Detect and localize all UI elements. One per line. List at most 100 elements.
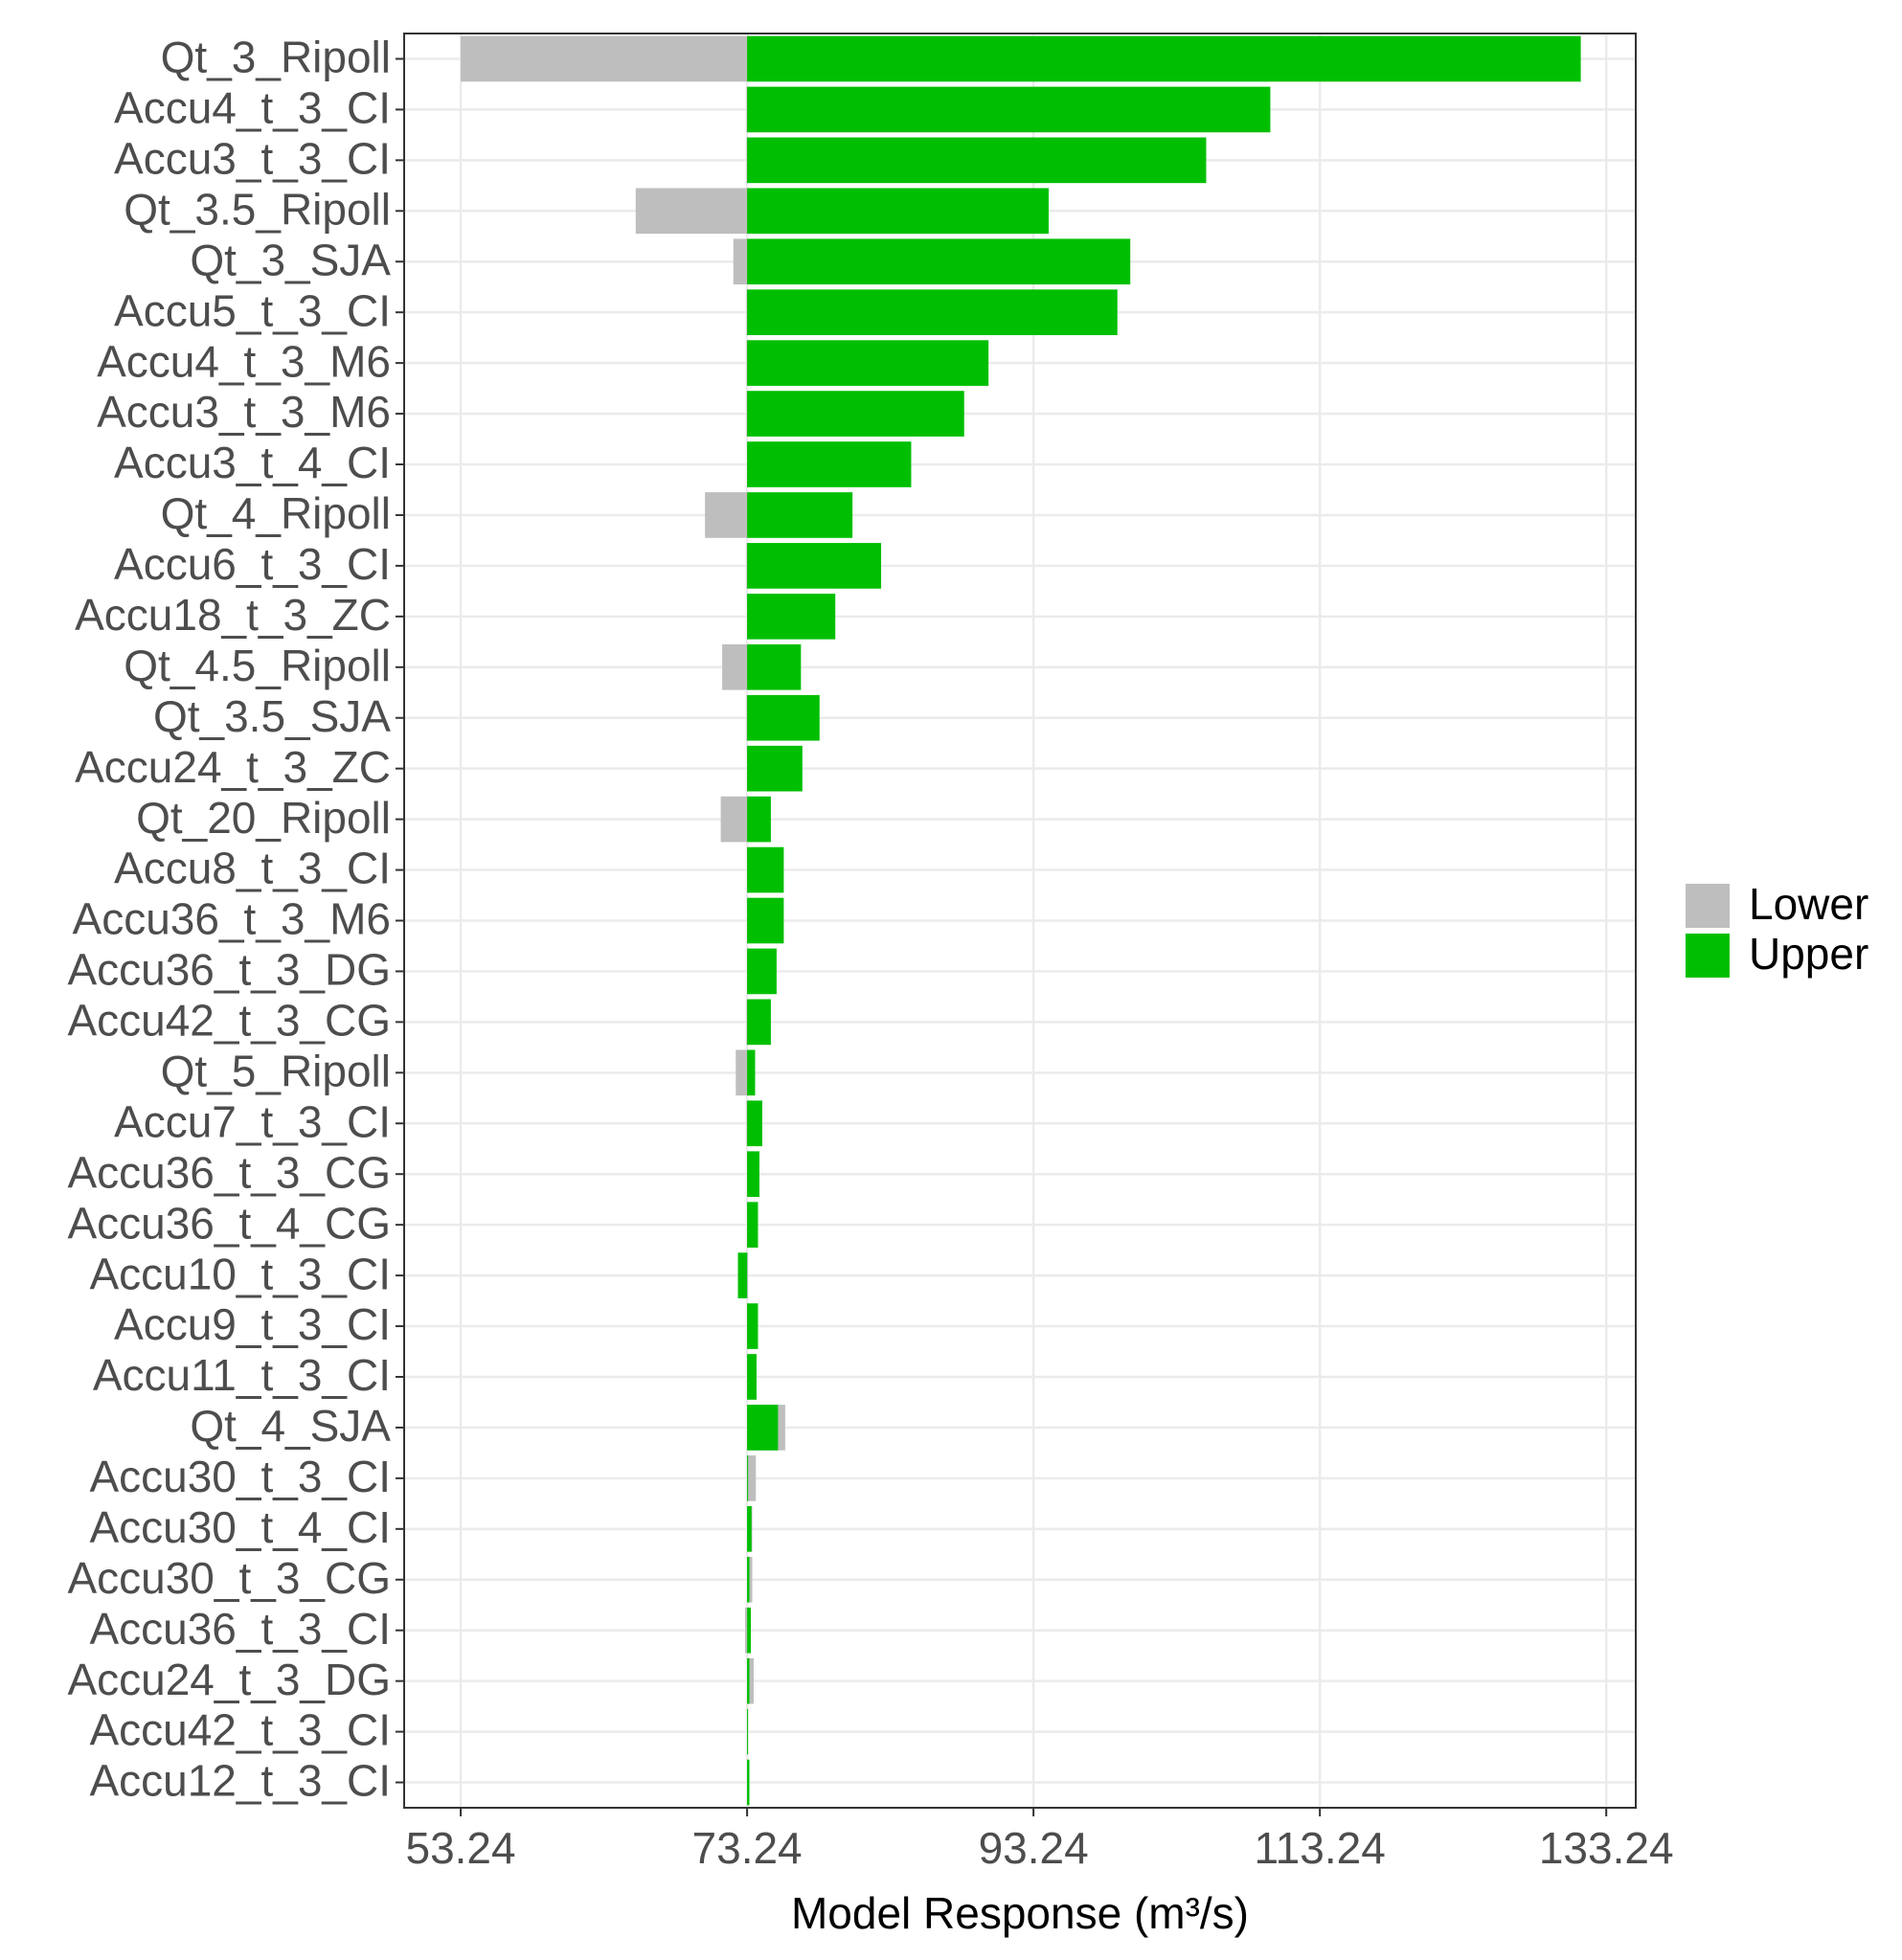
bar xyxy=(747,1505,752,1552)
y-tick-label: Accu30_t_3_CI xyxy=(89,1452,391,1501)
y-tick-label: Accu30_t_4_CI xyxy=(89,1502,391,1552)
y-tick-label: Accu36_t_3_CG xyxy=(67,1147,391,1197)
bar xyxy=(747,948,777,995)
bar xyxy=(737,1252,748,1298)
y-tick-label: Accu36_t_3_DG xyxy=(67,945,391,995)
bar xyxy=(747,1151,759,1198)
y-tick-label: Accu42_t_3_CG xyxy=(67,996,391,1046)
y-tick-label: Accu9_t_3_CI xyxy=(114,1299,391,1349)
x-tick-label: 93.24 xyxy=(979,1823,1089,1873)
bar xyxy=(747,999,771,1046)
bar xyxy=(747,86,1271,133)
y-tick-label: Accu18_t_3_ZC xyxy=(75,590,391,640)
y-tick-label: Accu12_t_3_CI xyxy=(89,1756,391,1806)
bar xyxy=(747,35,1581,82)
bar xyxy=(747,188,1049,235)
bar xyxy=(747,745,803,792)
y-tick-label: Accu7_t_3_CI xyxy=(114,1096,391,1146)
bar xyxy=(747,1657,750,1704)
bar xyxy=(747,643,802,690)
legend-key xyxy=(1686,934,1730,978)
y-tick-label: Accu6_t_3_CI xyxy=(114,539,391,589)
y-tick-label: Accu10_t_3_CI xyxy=(89,1249,391,1298)
bar xyxy=(747,441,912,487)
bar xyxy=(747,796,771,843)
y-tick-label: Accu36_t_4_CG xyxy=(67,1198,391,1248)
bar xyxy=(747,238,1131,285)
bar xyxy=(746,340,748,386)
bar xyxy=(746,391,748,437)
bar xyxy=(747,594,836,640)
y-tick-label: Accu4_t_3_CI xyxy=(114,83,391,133)
bar xyxy=(747,492,853,538)
y-tick-label: Qt_5_Ripoll xyxy=(161,1046,391,1095)
bar xyxy=(747,1657,754,1704)
x-tick-label: 53.24 xyxy=(405,1823,515,1873)
bar xyxy=(747,289,1118,336)
y-tick-label: Qt_4_Ripoll xyxy=(161,488,391,538)
y-tick-label: Qt_3_SJA xyxy=(190,235,391,284)
bar xyxy=(747,694,820,741)
bar xyxy=(746,289,748,336)
legend-text: Lower xyxy=(1749,879,1868,929)
legend-key xyxy=(1686,884,1730,928)
bar xyxy=(461,35,748,82)
bar xyxy=(747,1556,750,1603)
bar xyxy=(747,391,964,437)
bar xyxy=(746,999,748,1046)
bar xyxy=(747,1303,759,1349)
y-tick-label: Qt_4_SJA xyxy=(190,1401,391,1451)
bar xyxy=(747,137,1207,184)
bar xyxy=(747,1556,753,1603)
y-tick-label: Accu3_t_3_M6 xyxy=(97,387,391,437)
y-tick-label: Accu8_t_3_CI xyxy=(114,844,391,893)
bar xyxy=(747,1455,757,1501)
bar xyxy=(745,1607,748,1654)
bar xyxy=(746,86,748,133)
bar xyxy=(746,543,748,589)
panel-border xyxy=(403,33,1637,1809)
bar xyxy=(746,1100,748,1147)
bar xyxy=(747,340,989,386)
bar xyxy=(747,1607,751,1654)
y-tick-label: Accu3_t_4_CI xyxy=(114,438,391,487)
bar xyxy=(720,796,748,843)
y-tick-label: Accu36_t_3_M6 xyxy=(73,894,391,944)
bar xyxy=(747,846,784,893)
y-tick-label: Accu24_t_3_DG xyxy=(67,1655,391,1704)
bar xyxy=(705,492,748,538)
x-axis-title: Model Response (m³/s) xyxy=(791,1888,1249,1938)
bar xyxy=(747,543,882,589)
y-tick-label: Accu11_t_3_CI xyxy=(93,1350,391,1400)
bar xyxy=(747,1049,756,1096)
y-tick-label: Accu4_t_3_M6 xyxy=(97,336,391,386)
bar xyxy=(747,1100,762,1147)
y-tick-label: Qt_3_Ripoll xyxy=(161,33,391,82)
bar xyxy=(747,1354,757,1400)
bar xyxy=(733,238,748,285)
x-tick-label: 133.24 xyxy=(1539,1823,1674,1873)
bar xyxy=(635,188,748,235)
y-tick-label: Accu42_t_3_CI xyxy=(89,1705,391,1755)
bar xyxy=(747,1405,779,1451)
bar xyxy=(747,1455,749,1501)
bar xyxy=(746,694,748,741)
y-tick-label: Qt_3.5_Ripoll xyxy=(124,184,391,234)
bar xyxy=(747,897,784,944)
x-tick-label: 73.24 xyxy=(692,1823,803,1873)
bar xyxy=(747,1202,759,1248)
y-tick-label: Accu24_t_3_ZC xyxy=(75,742,391,792)
y-tick-label: Accu36_t_3_CI xyxy=(89,1604,391,1654)
y-tick-label: Accu5_t_3_CI xyxy=(114,285,391,335)
bar xyxy=(747,1708,749,1755)
bar xyxy=(722,643,748,690)
bar xyxy=(746,137,748,184)
x-tick-label: 113.24 xyxy=(1255,1823,1386,1873)
y-tick-label: Qt_3.5_SJA xyxy=(153,691,391,741)
y-tick-label: Qt_20_Ripoll xyxy=(136,793,391,843)
bar xyxy=(747,1759,750,1806)
y-tick-label: Accu30_t_3_CG xyxy=(67,1553,391,1603)
y-tick-label: Qt_4.5_Ripoll xyxy=(124,641,391,690)
bar xyxy=(736,1049,748,1096)
